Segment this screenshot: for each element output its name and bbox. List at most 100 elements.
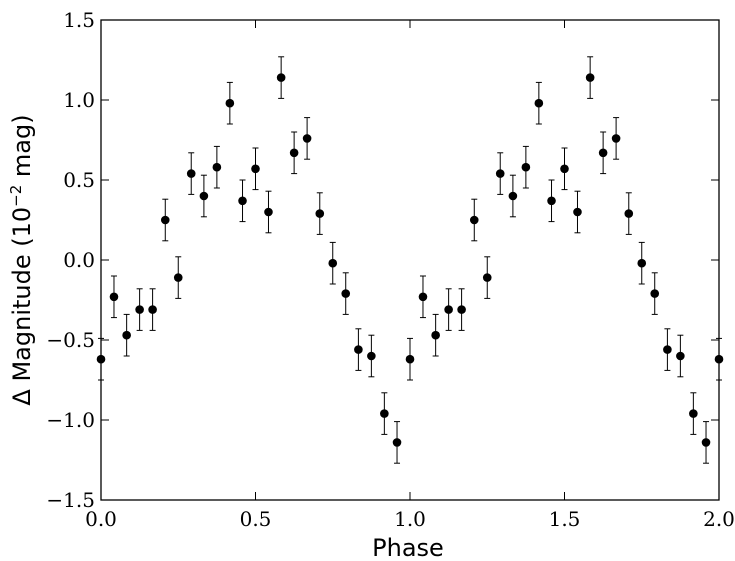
- marker: [405, 354, 415, 364]
- y-tick-label: −0.5: [46, 328, 95, 352]
- y-axis-title-exponent: −2: [7, 185, 25, 207]
- data-point: [289, 131, 299, 175]
- data-point: [212, 145, 222, 189]
- marker: [650, 289, 660, 298]
- axis-ticks: [100, 19, 720, 501]
- marker: [186, 169, 196, 178]
- marker: [212, 162, 222, 172]
- marker: [598, 148, 608, 158]
- data-point: [611, 117, 621, 160]
- data-point: [495, 152, 505, 195]
- marker: [380, 409, 389, 418]
- marker: [289, 148, 299, 158]
- data-point: [418, 275, 428, 319]
- data-point: [199, 174, 209, 218]
- marker: [225, 98, 235, 108]
- data-point: [534, 81, 544, 125]
- y-tick-label: −1.5: [46, 488, 95, 512]
- data-point: [109, 275, 119, 319]
- marker: [328, 258, 338, 268]
- marker: [663, 345, 672, 354]
- marker: [534, 98, 544, 108]
- marker: [251, 164, 260, 174]
- data-point: [482, 256, 492, 299]
- y-tick-label: 0.0: [63, 248, 95, 272]
- data-point: [148, 288, 157, 331]
- data-marks: [96, 56, 724, 464]
- marker: [418, 292, 428, 302]
- marker: [315, 209, 325, 218]
- data-point: [637, 241, 647, 285]
- data-point: [238, 179, 247, 223]
- marker: [109, 292, 119, 302]
- marker: [495, 169, 505, 178]
- marker: [122, 330, 131, 340]
- marker: [457, 305, 466, 314]
- marker: [547, 196, 556, 206]
- data-point: [585, 56, 595, 99]
- data-point: [341, 272, 351, 315]
- data-point: [521, 145, 531, 189]
- x-tick-label: 1.0: [394, 507, 426, 531]
- data-point: [598, 131, 608, 175]
- data-point: [689, 392, 698, 435]
- x-tick-label: 2.0: [703, 507, 735, 531]
- marker: [508, 191, 518, 201]
- marker: [701, 438, 711, 447]
- y-tick-label: 1.0: [63, 88, 95, 112]
- y-axis-title: Δ Magnitude (10−2 mag): [7, 114, 36, 405]
- y-tick-label: 0.5: [63, 168, 95, 192]
- marker: [573, 207, 582, 217]
- plot-frame: [100, 19, 720, 501]
- marker: [560, 164, 569, 174]
- marker: [341, 289, 351, 298]
- tick-labels: 0.0 0.5 1.0 1.5 2.0 −1.5 −1.0 −0.5 0.0 0.5 1.0 1.5: [46, 8, 734, 531]
- data-point: [405, 337, 415, 381]
- marker: [367, 351, 376, 361]
- data-point: [122, 313, 131, 357]
- x-tick-label: 0.5: [240, 507, 272, 531]
- data-point: [302, 117, 312, 160]
- data-point: [547, 179, 556, 223]
- data-point: [624, 192, 634, 235]
- marker: [302, 134, 312, 143]
- data-point: [392, 421, 402, 464]
- marker: [392, 438, 402, 447]
- marker: [585, 73, 595, 82]
- data-point: [173, 256, 183, 299]
- data-point: [276, 56, 286, 99]
- data-point: [328, 241, 338, 285]
- data-point: [380, 392, 389, 435]
- x-tick-label: 1.5: [549, 507, 581, 531]
- marker: [611, 134, 621, 143]
- data-point: [457, 288, 466, 331]
- data-point: [186, 152, 196, 195]
- marker: [624, 209, 634, 218]
- data-point: [663, 328, 672, 371]
- data-point: [431, 313, 440, 357]
- data-point: [367, 334, 376, 378]
- marker: [135, 305, 144, 314]
- marker: [173, 273, 183, 282]
- data-point: [573, 190, 582, 234]
- marker: [148, 305, 157, 314]
- data-point: [225, 81, 235, 125]
- marker: [444, 305, 453, 314]
- marker: [676, 351, 685, 361]
- data-point: [676, 334, 685, 378]
- y-axis-title-main: Δ Magnitude (10: [8, 207, 36, 406]
- marker: [469, 215, 479, 225]
- marker: [354, 345, 363, 354]
- y-tick-label: 1.5: [63, 8, 95, 32]
- data-point: [135, 288, 144, 331]
- marker: [689, 409, 698, 418]
- data-point: [508, 174, 518, 218]
- data-point: [251, 147, 260, 191]
- x-tick-label: 0.0: [85, 507, 117, 531]
- data-point: [354, 328, 363, 371]
- marker: [199, 191, 209, 201]
- y-axis-title-unit: mag): [8, 114, 36, 184]
- marker: [160, 215, 170, 225]
- marker: [264, 207, 273, 217]
